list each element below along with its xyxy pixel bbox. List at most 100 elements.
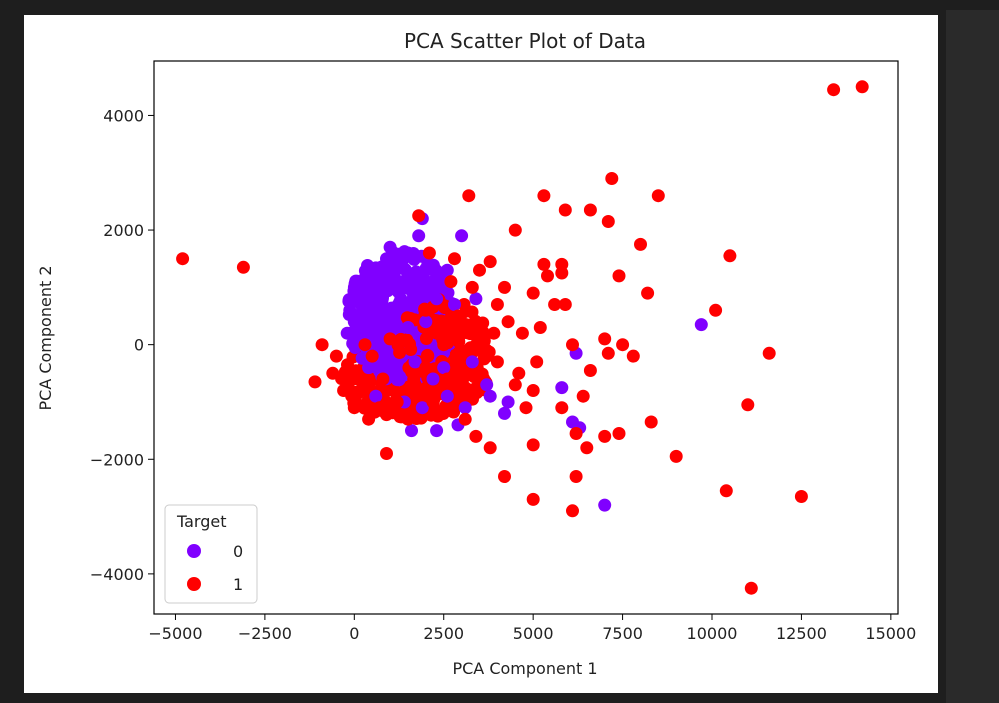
series-1-point (365, 349, 379, 363)
x-axis-ticks: −5000 −2500 0 2500 5000 7500 10000 12500 15000 (148, 614, 916, 643)
series-1-cluster-point (421, 349, 435, 363)
series-1-point (476, 343, 490, 357)
series-1-point (508, 378, 522, 392)
series-1-point (605, 172, 619, 185)
series-0-point (469, 292, 483, 306)
series-1-point (347, 401, 361, 415)
series-0-point (355, 298, 368, 311)
series-1-point (419, 303, 433, 317)
y-tick-label: 0 (134, 336, 144, 355)
series-1-point (541, 269, 554, 283)
series-1-point (515, 326, 529, 340)
series-1-point (569, 427, 583, 440)
series-0-point (340, 326, 354, 340)
series-1-point (526, 286, 540, 300)
series-1-point (601, 346, 615, 360)
series-1-point (508, 223, 522, 237)
series-1-point (408, 378, 422, 392)
series-0-point (598, 498, 612, 512)
legend-label-1: 1 (233, 575, 243, 594)
series-1-point (458, 412, 472, 426)
series-0-point (365, 269, 379, 283)
x-tick-label: −5000 (148, 624, 202, 643)
x-tick-label: 2500 (423, 624, 464, 643)
series-1-point (744, 581, 758, 595)
series-1-point (465, 280, 479, 294)
series-0-point (369, 389, 383, 403)
figure: PCA Scatter Plot of Data −5000 −2500 0 2500… (24, 15, 938, 693)
series-0-point (362, 361, 376, 375)
series-1-point (598, 429, 612, 443)
series-0-point (376, 303, 390, 317)
series-1-point (709, 303, 723, 317)
series-0-point (694, 318, 708, 332)
series-0-point (437, 361, 451, 375)
series-1-point (612, 269, 626, 283)
series-0-point (390, 372, 404, 386)
x-tick-label: 7500 (602, 624, 643, 643)
series-1-point (498, 470, 511, 483)
series-0-cluster-point (407, 268, 421, 282)
series-0-point (465, 355, 479, 369)
series-1-point (526, 438, 540, 452)
series-1-point (644, 415, 658, 429)
series-1-cluster-point (386, 406, 399, 420)
series-0-cluster-point (364, 328, 378, 342)
series-1-point (555, 266, 569, 280)
series-1-point (401, 412, 415, 426)
series-1-point (741, 398, 755, 412)
series-1-point (519, 401, 533, 415)
series-1-point (376, 372, 390, 386)
series-1-point (487, 326, 501, 340)
series-1-cluster-point (473, 323, 487, 337)
series-1-point (583, 203, 597, 217)
series-1-point (512, 366, 526, 380)
series-1-point (498, 280, 511, 294)
series-1-point (762, 346, 776, 360)
series-1-point (176, 252, 190, 266)
series-1-point (583, 364, 597, 377)
series-1-point (641, 286, 655, 300)
series-0-point (448, 298, 461, 311)
series-0-point (480, 378, 494, 392)
series-0-point (405, 424, 418, 438)
series-1-point (462, 326, 476, 340)
chart-title: PCA Scatter Plot of Data (404, 29, 646, 53)
series-1-point (440, 372, 454, 386)
legend-label-0: 0 (233, 542, 243, 561)
series-0-point (412, 229, 426, 243)
series-1-point (380, 447, 393, 460)
series-1-point (390, 395, 404, 409)
series-1-point (490, 355, 504, 369)
legend-box (164, 504, 258, 604)
series-0-point (383, 240, 397, 254)
legend: Target 0 1 (164, 504, 258, 604)
series-0-cluster-point (365, 303, 379, 317)
series-1-point (580, 441, 594, 455)
series-1-point (337, 384, 351, 397)
series-1-point (490, 298, 504, 311)
series-1-point (634, 237, 647, 251)
series-1-cluster-point (470, 386, 484, 400)
series-0-point (430, 424, 444, 438)
series-0-point (440, 389, 454, 403)
series-0-cluster-point (343, 303, 357, 317)
series-0-point (430, 292, 444, 306)
series-0-point (394, 292, 408, 306)
series-1-point (329, 349, 343, 363)
series-1-point (612, 427, 626, 440)
series-1-cluster-point (351, 386, 365, 400)
series-0-point (358, 286, 372, 300)
series-0-cluster-point (417, 267, 431, 281)
series-1-cluster-point (404, 343, 418, 356)
series-0-cluster-point (390, 259, 404, 273)
series-0-point (498, 406, 511, 420)
series-0-point (415, 280, 429, 294)
x-tick-label: 10000 (687, 624, 738, 643)
series-1-point (533, 321, 547, 334)
x-tick-label: −2500 (238, 624, 292, 643)
series-0-point (458, 401, 472, 415)
series-1-point (326, 366, 340, 380)
series-1-point (315, 338, 329, 352)
legend-marker-0 (187, 544, 201, 558)
